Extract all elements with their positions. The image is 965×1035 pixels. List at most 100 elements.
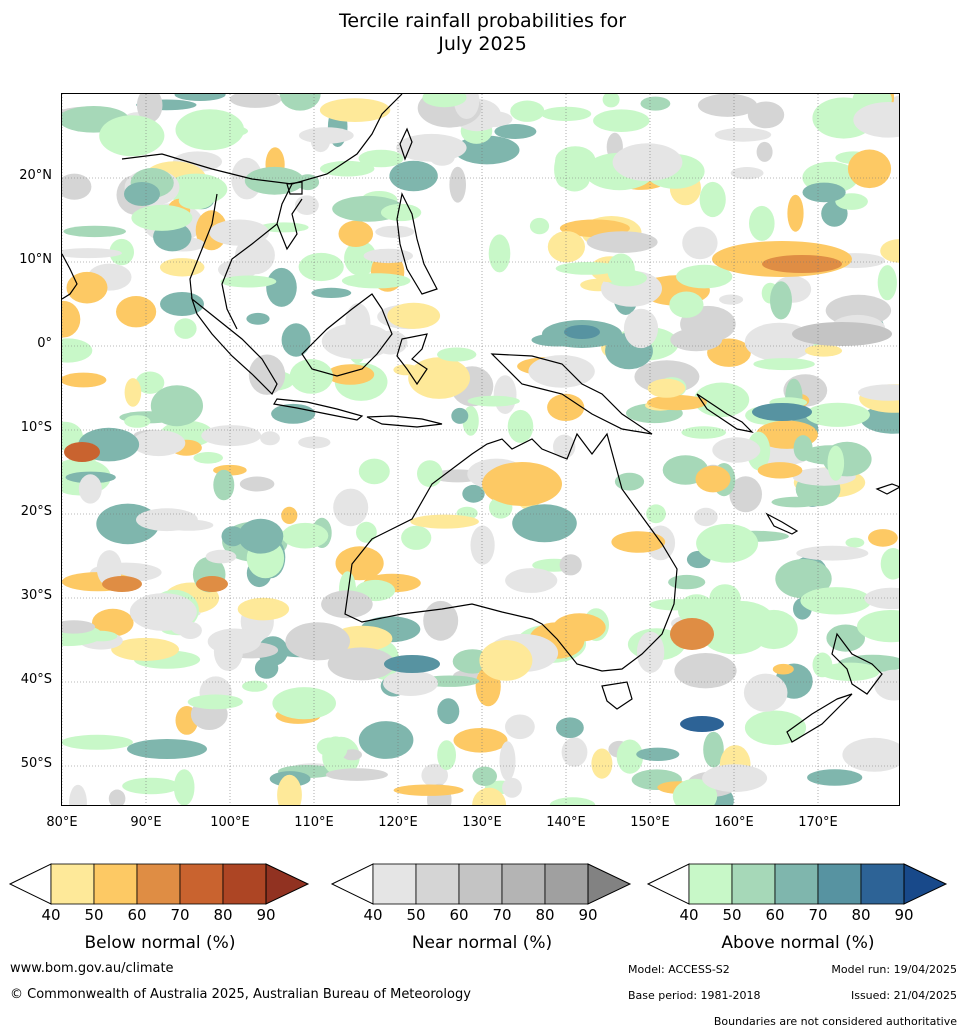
shading-patch	[730, 167, 764, 180]
shading-patch	[672, 778, 718, 805]
colorbar-tick-label: 60	[127, 906, 147, 924]
colorbar-tick-label: 50	[84, 906, 104, 924]
shading-patch	[63, 225, 126, 238]
shading-patch	[586, 231, 658, 254]
shading-patch	[150, 385, 203, 427]
bom-url: www.bom.gov.au/climate	[10, 961, 174, 976]
shading-patch	[451, 407, 469, 424]
shading-patch	[835, 193, 868, 210]
shading-patch	[636, 747, 680, 761]
shading-patch	[320, 160, 375, 177]
shading-patch	[389, 160, 438, 192]
shading-patch	[747, 101, 785, 129]
near-normal-label: Near normal (%)	[411, 933, 553, 953]
shading-patch	[695, 465, 731, 493]
shading-patch	[647, 378, 686, 398]
shading-patch	[877, 265, 897, 301]
shading-patch	[333, 488, 369, 527]
shading-patch	[321, 323, 393, 360]
shading-patch	[323, 736, 348, 761]
lon-label-80e: 80°E	[46, 815, 78, 830]
shading-patch	[131, 204, 193, 231]
lon-label-160e: 160°E	[714, 815, 754, 830]
shading-patch	[510, 100, 545, 122]
shading-patch	[285, 622, 350, 661]
shading-patch	[494, 124, 537, 139]
india-coastline	[62, 253, 78, 300]
colorbar-swatch	[544, 863, 589, 905]
shading-feature	[564, 325, 600, 339]
shading-patch	[221, 526, 245, 547]
shading-patch	[182, 124, 248, 139]
shading-patch	[205, 549, 237, 564]
shading-patch	[674, 653, 737, 689]
shading-patch	[387, 302, 441, 329]
lon-label-120e: 120°E	[378, 815, 418, 830]
shading-patch	[561, 737, 588, 767]
shading-patch	[375, 225, 415, 238]
java-coastline	[273, 398, 364, 421]
shading-patch	[311, 287, 352, 298]
shading-patch	[422, 94, 467, 108]
colorbar-tick-label: 80	[851, 906, 871, 924]
shading-feature	[127, 739, 207, 759]
shading-patch	[853, 102, 899, 138]
colorbar-tick-label: 90	[578, 906, 598, 924]
colorbar-swatch	[817, 863, 862, 905]
lat-label-30s: 30°S	[20, 588, 52, 603]
copyright: © Commonwealth of Australia 2025, Austra…	[10, 987, 471, 1002]
title-line-2: July 2025	[438, 33, 527, 55]
colorbar-swatch	[222, 863, 267, 905]
shading-patch	[174, 94, 226, 101]
shading-patch	[62, 338, 93, 363]
shading-patch	[472, 766, 498, 786]
shading-patch	[559, 554, 582, 576]
shading-patch	[488, 234, 511, 273]
shading-patch	[108, 789, 126, 805]
colorbar-low-extension	[646, 863, 690, 905]
shading-feature	[680, 716, 724, 732]
colorbar-tick-label: 70	[170, 906, 190, 924]
colorbar-swatch	[50, 863, 95, 905]
shading-patch	[358, 149, 404, 168]
shading-patch	[749, 205, 775, 241]
shading-patch	[800, 587, 872, 615]
shading-patch	[437, 740, 456, 770]
shading-patch	[697, 94, 758, 117]
shading-patch	[136, 508, 198, 532]
shading-patch	[254, 657, 279, 679]
shading-patch	[341, 273, 411, 289]
shading-patch	[298, 252, 344, 282]
shading-patch	[242, 680, 268, 692]
shading-patch	[669, 291, 704, 318]
shading-patch	[757, 462, 803, 479]
shading-patch	[602, 94, 620, 108]
shading-patch	[874, 669, 899, 701]
colorbar-tick-label: 50	[406, 906, 426, 924]
shading-patch	[62, 372, 107, 388]
shading-feature	[196, 576, 228, 592]
shading-patch	[826, 624, 865, 652]
colorbar-tick-label: 50	[722, 906, 742, 924]
shading-patch	[421, 763, 449, 788]
shading-patch	[174, 318, 197, 339]
tasmania-coastline	[601, 681, 633, 710]
shading-patch	[109, 238, 134, 266]
shading-patch	[804, 344, 843, 357]
shading-patch	[85, 630, 118, 642]
shading-patch	[410, 514, 479, 529]
model-run: Model run: 19/04/2025	[831, 963, 957, 976]
colorbar-tick-label: 90	[256, 906, 276, 924]
shading-patch	[880, 239, 899, 263]
shading-patch	[807, 769, 863, 786]
shading-patch	[505, 714, 535, 740]
shading-patch	[649, 599, 700, 611]
shading-patch	[744, 710, 807, 746]
new-caledonia-coastline	[765, 512, 799, 535]
shading-patch	[529, 217, 550, 235]
australia-coastline	[344, 432, 678, 672]
colorbar-swatch	[458, 863, 503, 905]
fiji-coastline	[875, 483, 899, 495]
colorbar-tick-label: 60	[449, 906, 469, 924]
solomon-islands-coastline	[696, 393, 754, 433]
